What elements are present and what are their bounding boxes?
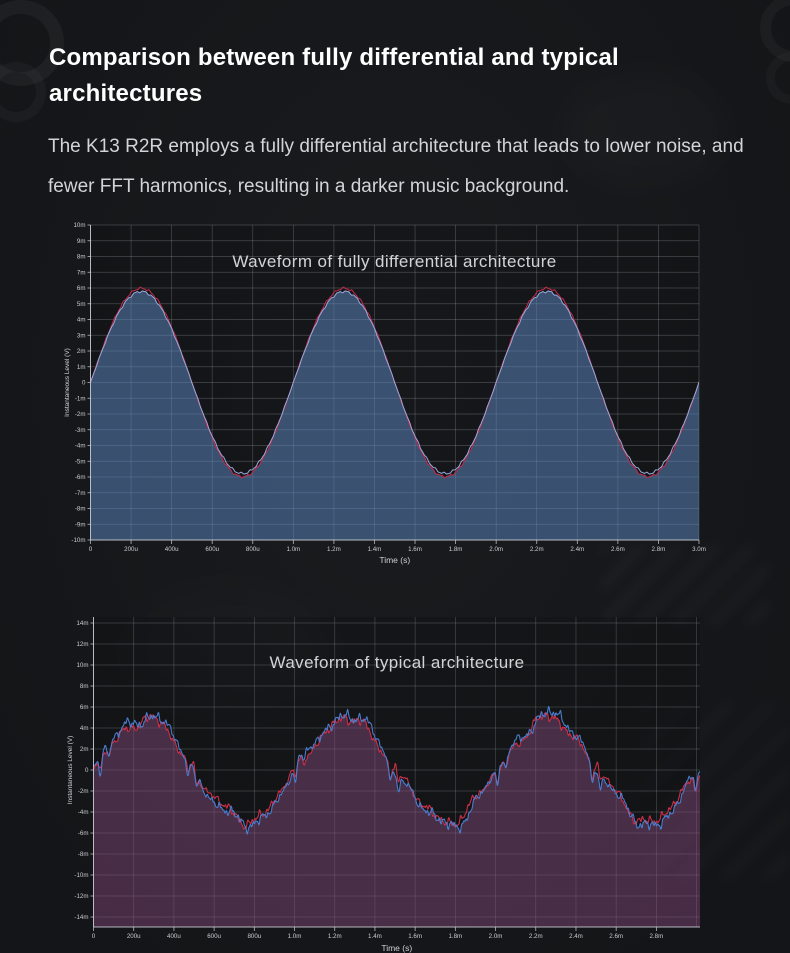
y-tick-label: -4m (75, 443, 86, 450)
x-tick-label: 2.8m (652, 546, 666, 553)
x-tick-label: 0 (92, 933, 96, 940)
y-tick-label: 8m (77, 254, 86, 261)
tick-labels: 10m 9m 8m 7m 6m 5m 4m 3m 2m 1m 0 -1m -2m -3m -4m -5m -6m… (71, 222, 705, 553)
y-tick-label: 0 (82, 380, 86, 387)
x-tick-label: 1.6m (408, 933, 422, 940)
y-tick-label: 1m (77, 364, 86, 371)
waveform-chart-typical: 14m 12m 10m 8m 6m 4m 2m 0 -2m -4m -6m -8m -10m -12m -1… (67, 617, 700, 953)
y-tick-label: -1m (75, 395, 86, 402)
x-tick-label: 2.8m (649, 933, 663, 940)
y-tick-label: -14m (74, 914, 88, 921)
y-tick-label: 10m (73, 222, 85, 229)
x-tick-label: 1.4m (368, 546, 382, 553)
x-axis-title: Time (s) (379, 555, 410, 565)
y-tick-label: -8m (75, 506, 86, 513)
y-tick-label: -12m (74, 893, 88, 900)
y-tick-label: -3m (75, 427, 86, 434)
x-tick-label: 2.4m (570, 546, 584, 553)
waveform-chart-fully-differential: 10m 9m 8m 7m 6m 5m 4m 3m 2m 1m 0 -1m -2m -3m -4m -5m -6m… (64, 222, 706, 565)
x-tick-label: 400u (165, 546, 179, 553)
y-tick-label: 14m (76, 620, 88, 627)
y-tick-label: 12m (76, 641, 88, 648)
x-tick-label: 1.0m (286, 546, 300, 553)
y-tick-label: 4m (80, 725, 89, 732)
x-tick-label: 3.0m (692, 546, 706, 553)
x-tick-label: 2.6m (609, 933, 623, 940)
background-ring-top-right-2 (766, 52, 790, 104)
waveform (93, 705, 700, 927)
x-tick-label: 1.2m (327, 546, 341, 553)
y-tick-label: -4m (78, 809, 89, 816)
y-tick-label: -9m (75, 521, 86, 528)
x-tick-label: 2.4m (569, 933, 583, 940)
x-tick-label: 800u (247, 933, 261, 940)
background-ring-top-right (760, 0, 790, 62)
y-tick-label: 3m (77, 332, 86, 339)
y-tick-label: 2m (77, 348, 86, 355)
intro-paragraph: The K13 R2R employs a fully differential… (48, 136, 744, 197)
y-tick-label: -8m (78, 851, 89, 858)
background-ring-top-left-2 (0, 62, 46, 122)
x-tick-label: 1.8m (448, 933, 462, 940)
y-tick-label: -7m (75, 490, 86, 497)
x-tick-label: 2.0m (489, 546, 503, 553)
y-tick-label: 6m (80, 704, 89, 711)
y-tick-label: 4m (77, 317, 86, 324)
x-tick-label: 400u (167, 933, 181, 940)
y-tick-label: -10m (71, 537, 85, 544)
y-tick-label: -6m (78, 830, 89, 837)
x-tick-label: 1.6m (408, 546, 422, 553)
waveform-fill (93, 713, 700, 927)
x-tick-label: 1.0m (288, 933, 302, 940)
x-axis-title: Time (s) (381, 943, 412, 953)
gridlines (93, 617, 700, 927)
x-tick-label: 1.8m (449, 546, 463, 553)
x-tick-label: 1.4m (368, 933, 382, 940)
y-tick-label: 7m (77, 269, 86, 276)
x-tick-label: 200u (127, 933, 141, 940)
y-axis-title: Instantaneous Level (V) (67, 736, 74, 805)
x-tick-label: 200u (124, 546, 138, 553)
x-tick-label: 1.2m (328, 933, 342, 940)
y-tick-label: -5m (75, 458, 86, 465)
x-tick-label: 2.2m (530, 546, 544, 553)
y-tick-label: -2m (78, 788, 89, 795)
tick-labels: 14m 12m 10m 8m 6m 4m 2m 0 -2m -4m -6m -8m -10m -12m -1… (74, 620, 663, 940)
y-tick-label: -2m (75, 411, 86, 418)
x-tick-label: 800u (246, 546, 260, 553)
y-tick-label: -10m (74, 872, 88, 879)
x-tick-label: 600u (207, 933, 221, 940)
y-tick-label: -6m (75, 474, 86, 481)
y-tick-label: 9m (77, 238, 86, 245)
chart-title-fully-differential: Waveform of fully differential architect… (90, 252, 699, 272)
x-tick-label: 2.0m (489, 933, 503, 940)
x-tick-label: 600u (205, 546, 219, 553)
trace-channel-red (93, 712, 700, 830)
y-tick-label: 0 (85, 767, 89, 774)
page-title: Comparison between fully differential an… (49, 44, 619, 108)
y-tick-label: 5m (77, 301, 86, 308)
x-tick-label: 2.2m (529, 933, 543, 940)
x-tick-label: 2.6m (611, 546, 625, 553)
x-tick-label: 0 (89, 546, 93, 553)
trace-channel-blue (90, 290, 699, 475)
y-axis-title: Instantaneous Level (V) (64, 348, 71, 417)
y-tick-label: 6m (77, 285, 86, 292)
trace-channel-blue (93, 705, 700, 835)
y-tick-label: 10m (76, 662, 88, 669)
waveform (90, 286, 699, 540)
y-tick-label: 8m (80, 683, 89, 690)
y-tick-label: 2m (80, 746, 89, 753)
chart-title-typical: Waveform of typical architecture (94, 653, 700, 673)
